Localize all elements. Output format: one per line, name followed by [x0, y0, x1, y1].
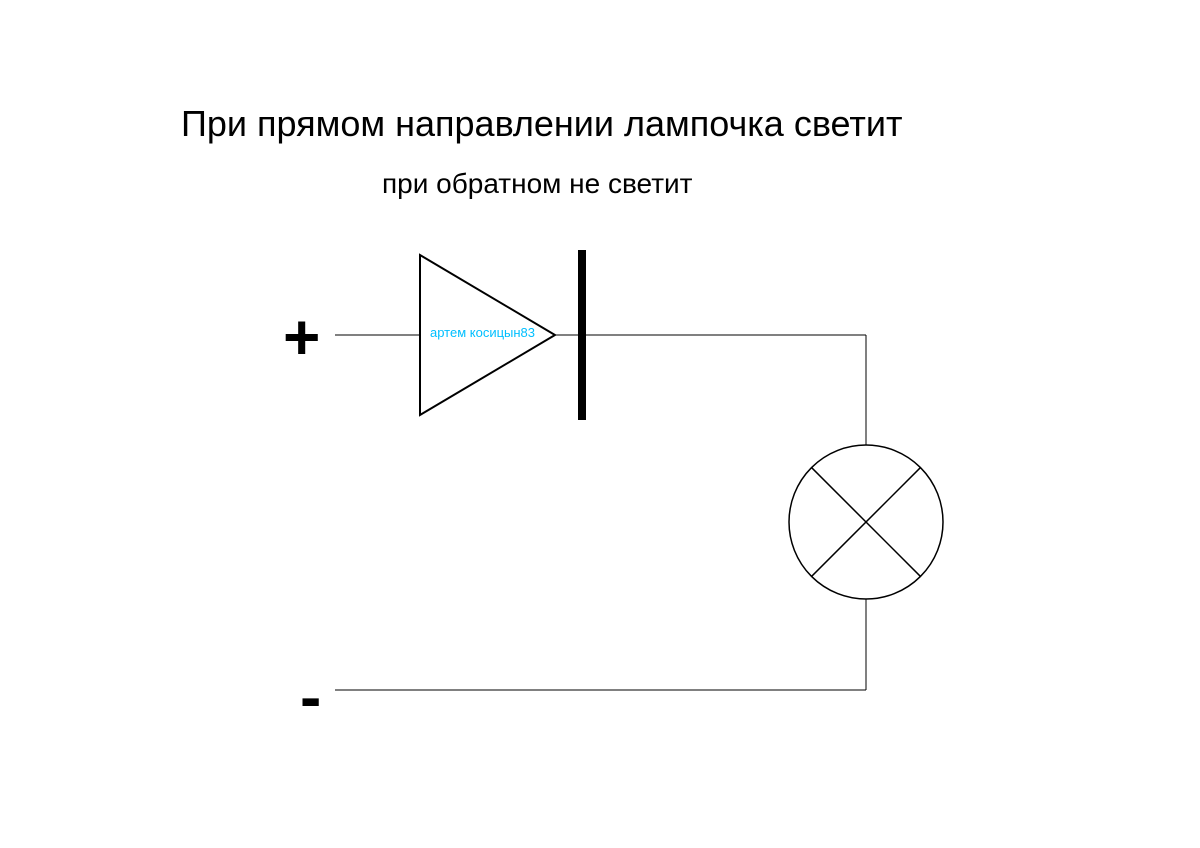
diode-triangle: [420, 255, 555, 415]
circuit-diagram: [0, 0, 1200, 848]
wires-group: [335, 335, 866, 690]
lamp-symbol: [789, 445, 943, 599]
